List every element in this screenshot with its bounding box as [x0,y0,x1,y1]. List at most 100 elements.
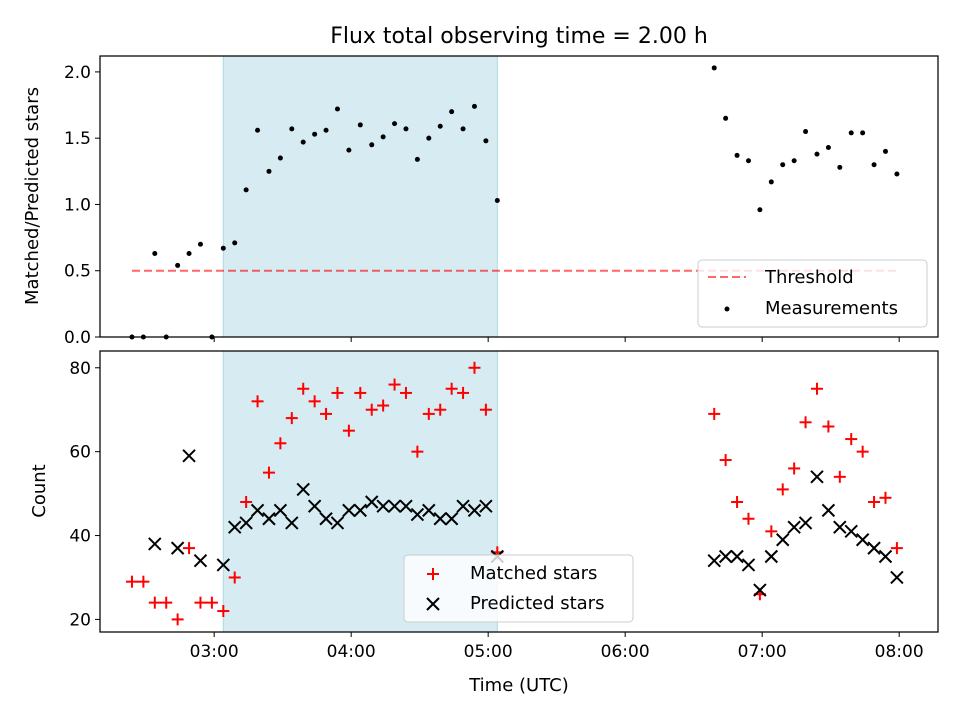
measurement-point [814,151,820,157]
matched-star-point [810,382,823,395]
measurement-point [848,130,854,136]
predicted-star-point [833,520,847,534]
top-legend-box [697,259,928,328]
top-y-tick-label: 2.0 [64,63,91,83]
measurement-point [437,123,443,129]
predicted-star-point [387,499,402,513]
matched-star-point [856,445,869,458]
predicted-star-point [410,507,425,522]
predicted-star-point [353,503,368,518]
top-y-tick-label: 0.5 [64,262,91,282]
measurement-point [334,106,340,112]
measurement-point [757,207,763,213]
predicted-star-point [296,482,310,497]
predicted-star-point [764,549,779,564]
measurement-point [711,65,717,71]
predicted-star-point [467,503,482,518]
measurement-point [483,138,489,144]
measurement-point [243,187,249,193]
bottom-y-tick-label: 80 [69,359,91,379]
measurement-point [255,127,261,133]
bottom-y-tick-label: 20 [69,610,91,630]
predicted-star-point [844,524,858,539]
predicted-star-point [273,503,288,518]
predicted-star-point [821,503,836,518]
predicted-star-point [878,549,893,564]
predicted-star-point [228,520,242,534]
matched-star-point [228,571,241,584]
legend-threshold-label: Threshold [764,267,854,288]
legend-predicted-label: Predicted stars [470,593,604,614]
matched-star-point [365,403,378,416]
predicted-star-point [718,549,733,564]
matched-star-point [708,407,721,420]
bottom-legend-box [403,554,634,623]
measurement-point [403,126,409,132]
legend-matched-label: Matched stars [470,563,597,584]
top-y-tick-label: 0.0 [64,328,91,348]
measurement-point [871,162,877,168]
measurement-point [882,148,888,154]
measurement-point [392,121,398,127]
measurement-point [768,179,774,185]
measurement-point [745,158,751,164]
matched-star-point [868,495,881,508]
predicted-star-point [262,512,276,526]
top-observing-window [222,55,498,338]
matched-star-point [251,395,264,408]
predicted-star-point [456,499,470,513]
predicted-star-point [890,570,904,585]
bottom-ylabel: Count [29,464,50,517]
measurement-point [312,131,318,137]
measurement-point [369,142,375,148]
measurement-point [803,129,809,135]
matched-star-point [822,420,835,433]
legend-measurements-swatch [724,306,730,312]
predicted-star-point [193,553,208,568]
x-axis-label: Time (UTC) [468,675,569,696]
measurement-point [791,158,797,164]
matched-star-point [194,596,207,609]
predicted-star-point [787,520,801,534]
matched-star-point [285,412,298,425]
predicted-star-point [216,558,231,572]
top-y-tick-label: 1.0 [64,195,91,215]
matched-star-point [776,483,789,496]
bottom-axes-frame [99,350,939,633]
matched-star-point [434,403,447,416]
measurement-point [380,134,386,140]
predicted-star-point [867,541,881,555]
matched-star-point [354,386,367,399]
bottom-y-tick-label: 40 [69,527,91,547]
x-tick-label: 05:00 [464,642,513,662]
matched-star-point [388,378,401,391]
legend-matched-swatch [427,568,439,580]
predicted-star-point [741,558,756,572]
matched-star-point [719,454,732,467]
measurement-point [426,135,432,141]
measurement-point [414,156,420,162]
measurement-point [723,115,729,121]
top-axes-frame [99,55,939,338]
top-ylabel: Matched/Predicted stars [22,87,43,305]
x-tick-label: 07:00 [738,642,787,662]
predicted-star-point [365,495,379,509]
predicted-star-point [399,499,413,513]
matched-star-point [879,491,892,504]
predicted-star-point [810,470,824,484]
predicted-star-point [444,512,459,526]
legend-measurements-label: Measurements [765,298,898,319]
matched-star-point [479,403,492,416]
measurement-point [734,152,740,158]
predicted-star-point [182,449,196,463]
x-tick-label: 03:00 [190,642,239,662]
matched-star-point [845,433,858,446]
predicted-star-point [239,516,253,530]
predicted-star-point [433,512,447,526]
matched-star-point [457,386,470,399]
measurement-point [346,147,352,153]
matched-star-point [742,512,755,525]
measurement-point [300,139,306,145]
matched-star-point [171,613,184,626]
